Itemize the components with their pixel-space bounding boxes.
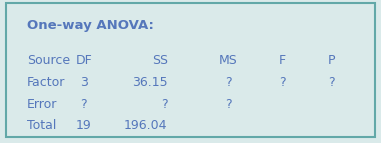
- Text: ?: ?: [80, 98, 87, 111]
- Text: 196.04: 196.04: [124, 119, 168, 132]
- Text: 36.15: 36.15: [132, 77, 168, 89]
- Text: ?: ?: [225, 98, 232, 111]
- Text: F: F: [279, 54, 285, 66]
- Text: One-way ANOVA:: One-way ANOVA:: [27, 19, 154, 32]
- Text: SS: SS: [152, 54, 168, 66]
- Text: 3: 3: [80, 77, 88, 89]
- Text: 19: 19: [76, 119, 92, 132]
- Text: ?: ?: [225, 77, 232, 89]
- Text: ?: ?: [161, 98, 168, 111]
- Text: ?: ?: [328, 77, 335, 89]
- Text: Error: Error: [27, 98, 57, 111]
- Text: MS: MS: [219, 54, 238, 66]
- Text: P: P: [328, 54, 335, 66]
- Text: DF: DF: [75, 54, 92, 66]
- Text: Source: Source: [27, 54, 70, 66]
- Text: Factor: Factor: [27, 77, 65, 89]
- Text: ?: ?: [279, 77, 285, 89]
- Text: Total: Total: [27, 119, 56, 132]
